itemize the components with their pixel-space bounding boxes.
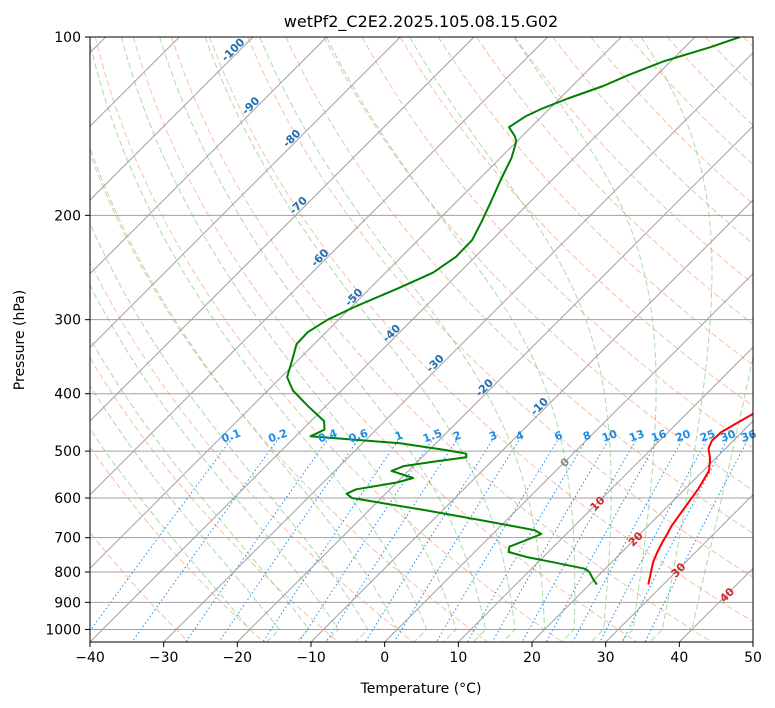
chart-title: wetPf2_C2E2.2025.105.08.15.G02 bbox=[284, 12, 558, 32]
mixing-ratio-label: 13 bbox=[627, 427, 646, 444]
dry-adiabat-line bbox=[247, 37, 753, 578]
dry-adiabat-line bbox=[476, 37, 753, 325]
dry-adiabat-line bbox=[399, 37, 753, 407]
isotherm-line bbox=[90, 37, 696, 642]
mixing-ratio-line bbox=[521, 440, 637, 642]
mixing-ratio-line bbox=[545, 440, 659, 642]
mixing-ratio-label: 36 bbox=[739, 427, 758, 445]
isotherm-line bbox=[531, 420, 753, 642]
mixing-ratio-label: 1 bbox=[393, 429, 405, 444]
mixing-ratio-label: 0.4 bbox=[316, 426, 339, 445]
y-tick-label: 500 bbox=[54, 444, 81, 460]
y-tick-label: 1000 bbox=[45, 622, 81, 638]
mixing-ratio-label: 2 bbox=[451, 429, 463, 444]
x-tick-label: 40 bbox=[670, 650, 688, 666]
mixing-ratio-line bbox=[325, 440, 457, 642]
mixing-ratio-line bbox=[491, 440, 609, 642]
isotherm-line bbox=[90, 37, 328, 275]
mixing-ratio-line bbox=[572, 440, 683, 642]
plot-frame bbox=[89, 36, 754, 643]
moist-adiabat-line bbox=[90, 222, 369, 642]
mixing-ratio-label: 16 bbox=[649, 427, 668, 445]
y-tick-label: 700 bbox=[54, 531, 81, 547]
y-tick-label: 200 bbox=[54, 208, 81, 224]
mixing-ratio-label: 8 bbox=[581, 429, 593, 444]
y-tick-label: 900 bbox=[54, 595, 81, 611]
mixing-ratio-label: 20 bbox=[674, 427, 693, 445]
isotherm-line bbox=[457, 346, 753, 642]
mixing-ratio-line bbox=[621, 440, 728, 642]
y-tick-label: 300 bbox=[54, 313, 81, 329]
y-tick-label: 100 bbox=[54, 30, 81, 46]
isotherm-line bbox=[90, 37, 402, 349]
x-tick-label: 20 bbox=[523, 650, 541, 666]
dewpoint-profile-line bbox=[286, 37, 741, 586]
dry-adiabat-line bbox=[361, 37, 753, 449]
mixing-ratio-label: 1.5 bbox=[421, 427, 444, 446]
moist-adiabat-line bbox=[159, 37, 487, 642]
x-tick-label: 50 bbox=[744, 650, 762, 666]
isotherm-line bbox=[90, 37, 475, 422]
mixing-ratio-label: 30 bbox=[719, 427, 738, 445]
mixing-ratio-label: 3 bbox=[487, 429, 499, 444]
x-tick-label: 30 bbox=[597, 650, 615, 666]
isotherm-line bbox=[236, 125, 753, 642]
mixing-ratio-label: 4 bbox=[514, 428, 526, 443]
mixing-ratio-line bbox=[131, 440, 278, 642]
mixing-ratio-label: 0.2 bbox=[266, 427, 289, 446]
isotherm-line bbox=[162, 51, 753, 642]
mixing-ratio-label: 0.1 bbox=[220, 427, 243, 446]
moist-adiabat-line bbox=[90, 384, 281, 642]
mixing-ratio-label: 6 bbox=[553, 428, 565, 443]
isotherm-line bbox=[604, 493, 753, 642]
y-tick-label: 400 bbox=[54, 387, 81, 403]
isotherm-line bbox=[310, 199, 753, 642]
isotherm-line bbox=[90, 37, 549, 496]
temperature-profile-line bbox=[647, 412, 753, 585]
mixing-ratio-line bbox=[364, 440, 493, 642]
dry-adiabat-line bbox=[171, 37, 713, 642]
mixing-ratio-line bbox=[435, 440, 558, 642]
x-axis-label: Temperature (°C) bbox=[360, 681, 482, 697]
y-axis-label: Pressure (hPa) bbox=[12, 290, 28, 390]
x-tick-label: 10 bbox=[449, 650, 467, 666]
x-tick-label: −10 bbox=[296, 650, 326, 666]
y-tick-label: 800 bbox=[54, 565, 81, 581]
moist-adiabat-line bbox=[640, 37, 713, 642]
isotherm-line bbox=[383, 272, 753, 642]
x-tick-label: 0 bbox=[380, 650, 389, 666]
mixing-ratio-line bbox=[185, 440, 328, 642]
mixing-ratio-label: 10 bbox=[600, 427, 619, 445]
isotherm-line bbox=[90, 37, 254, 201]
moist-adiabat-line bbox=[513, 37, 657, 642]
mixing-ratio-label: 0.6 bbox=[347, 426, 370, 445]
dry-adiabat-line bbox=[514, 37, 753, 285]
mixing-ratio-line bbox=[298, 440, 432, 642]
y-tick-label: 600 bbox=[54, 491, 81, 507]
mixing-ratio-label: 25 bbox=[698, 427, 717, 444]
dry-adiabat-line bbox=[437, 37, 753, 366]
x-tick-label: −40 bbox=[75, 650, 105, 666]
isotherm-line bbox=[90, 37, 623, 570]
x-tick-label: −30 bbox=[149, 650, 179, 666]
moist-adiabat-line bbox=[90, 284, 339, 642]
x-tick-label: −20 bbox=[223, 650, 253, 666]
mixing-ratio-line bbox=[644, 440, 748, 642]
